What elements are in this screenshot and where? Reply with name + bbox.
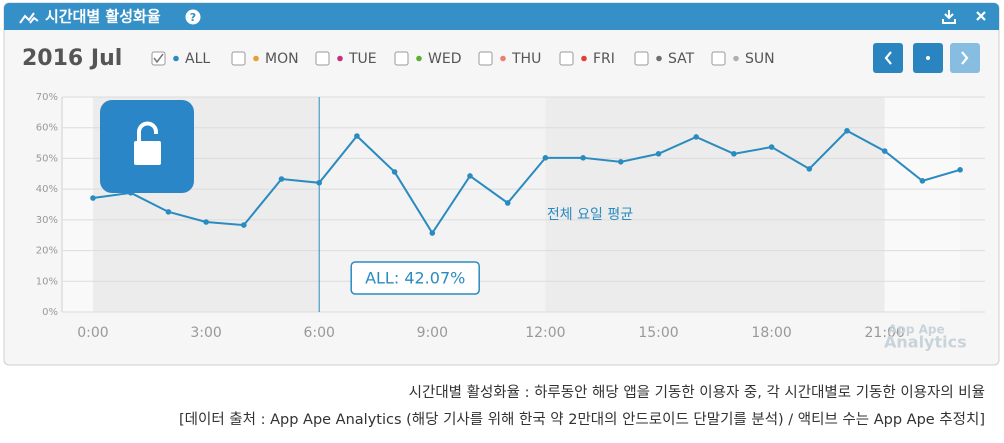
prev-arrow — [884, 51, 892, 65]
data-point — [768, 144, 775, 150]
data-point — [806, 166, 813, 172]
data-point — [354, 133, 360, 139]
x-tick-label: 15:00 — [638, 325, 678, 341]
data-point — [919, 178, 926, 184]
x-tick-label: 0:00 — [77, 325, 108, 341]
filter-checkbox[interactable] — [711, 51, 726, 66]
annotation: 전체 요일 평균 — [547, 207, 633, 223]
nav-buttons — [873, 43, 980, 73]
x-tick-label: 18:00 — [751, 325, 791, 341]
plot-band — [884, 97, 961, 312]
legend-dot — [581, 55, 587, 62]
legend-label: ALL — [185, 51, 210, 67]
filter-checkbox[interactable] — [559, 51, 574, 66]
legend-dot — [173, 55, 179, 62]
prev-button[interactable] — [873, 43, 903, 73]
data-point — [165, 209, 172, 215]
data-point — [731, 151, 737, 157]
caption: [데이터 출처 : App Ape Analytics (해당 기사를 위해 한… — [179, 411, 985, 428]
data-point — [693, 134, 699, 140]
data-point — [467, 173, 473, 179]
filter-check — [153, 53, 164, 64]
y-tick-label: 0% — [42, 307, 58, 318]
data-point — [542, 155, 549, 161]
period: 2016 Jul — [22, 46, 122, 71]
data-point — [957, 166, 963, 173]
legend-dot — [656, 55, 662, 62]
data-point — [844, 127, 850, 134]
legend-dot — [253, 55, 259, 62]
lock-shackle — [137, 121, 158, 141]
legend-label: THU — [511, 51, 541, 67]
legend-label: SAT — [668, 51, 695, 67]
next-arrow — [961, 51, 969, 65]
legend-label: SUN — [745, 51, 775, 67]
legend-label: TUE — [348, 51, 377, 67]
data-point — [316, 179, 323, 186]
x-tick-label: 6:00 — [303, 325, 334, 341]
y-tick-label: 50% — [36, 153, 58, 164]
filter-checkbox[interactable] — [315, 51, 330, 66]
chart-icon — [19, 12, 39, 24]
close-icon[interactable] — [976, 11, 986, 21]
y-tick-label: 60% — [36, 123, 58, 134]
data-point — [881, 148, 888, 154]
data-point — [429, 230, 436, 236]
legend-dot — [500, 55, 506, 62]
download-icon[interactable] — [942, 10, 956, 24]
series-line — [92, 129, 961, 235]
x-tick-label: 3:00 — [190, 325, 221, 341]
plot-band — [62, 97, 93, 312]
next-button[interactable] — [950, 43, 980, 73]
data-point — [203, 219, 209, 225]
y-tick-label: 40% — [36, 184, 58, 195]
tooltip-label: ALL: 42.07% — [365, 269, 465, 288]
y-tick-label: 10% — [36, 276, 58, 287]
x-tick-label: 9:00 — [417, 325, 448, 341]
y-tick-label: 70% — [36, 92, 58, 103]
lock-body — [134, 141, 161, 165]
data-point — [580, 155, 586, 161]
data-point — [241, 222, 247, 228]
data-point — [655, 151, 662, 157]
data-point — [90, 195, 96, 201]
filter-checkbox[interactable] — [394, 51, 409, 66]
header-bar — [4, 3, 999, 30]
x-tick-label: 21:00 — [865, 325, 905, 341]
watermark: App Ape — [888, 323, 945, 337]
header-title: 시간대별 활성화율 — [45, 8, 161, 26]
legend-dot — [416, 55, 422, 62]
y-tick-label: 20% — [36, 246, 58, 257]
filter-checkbox[interactable] — [634, 51, 649, 66]
y-tick-label: 30% — [36, 215, 58, 226]
watermark: Analytics — [884, 333, 967, 352]
current-dot — [926, 56, 930, 60]
tooltip-box — [350, 261, 480, 295]
legend-dot — [733, 55, 739, 62]
help-mark: ? — [190, 11, 196, 24]
data-point — [278, 176, 285, 182]
x-tick-label: 12:00 — [525, 325, 565, 341]
legend-label: FRI — [593, 51, 615, 67]
legend-dot — [337, 55, 343, 62]
caption: 시간대별 활성화율 : 하루동안 해당 앱을 기동한 이용자 중, 각 시간대별… — [409, 384, 985, 401]
legend-label: MON — [265, 51, 299, 67]
filter-checkbox[interactable] — [478, 51, 493, 66]
help-icon[interactable] — [185, 9, 201, 25]
data-point — [504, 200, 511, 206]
plot-band — [545, 97, 885, 312]
data-point — [618, 159, 624, 165]
filter-checkbox[interactable] — [231, 51, 246, 66]
legend-label: WED — [428, 51, 461, 67]
data-point — [391, 169, 398, 175]
